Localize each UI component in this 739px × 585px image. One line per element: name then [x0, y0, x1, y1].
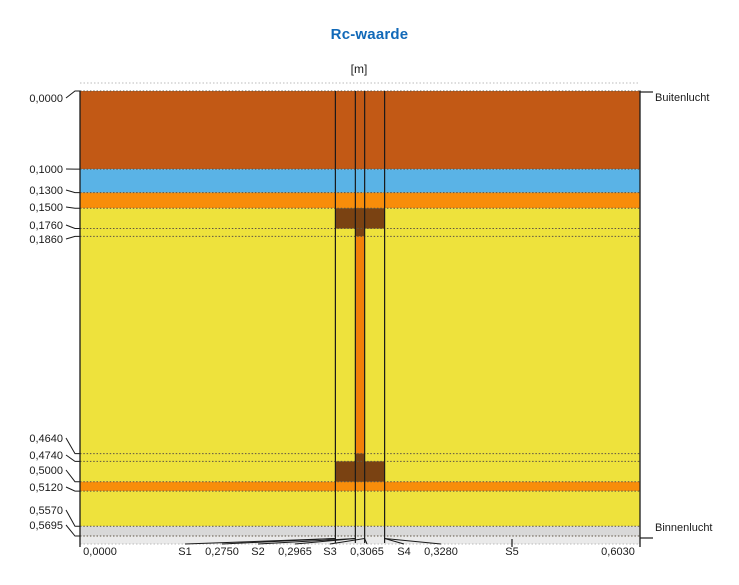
layer-layer-5: [80, 481, 640, 492]
depth-label: 0,0000: [29, 93, 63, 105]
depth-tick: [65, 235, 80, 240]
column-web: [355, 236, 365, 454]
page-title: Rc-waarde: [330, 26, 409, 43]
section-leader-line: [384, 538, 405, 545]
layer-layer-7: [80, 526, 640, 537]
depth-label: 0,4740: [29, 450, 63, 462]
interior-air-strip: [80, 536, 640, 544]
depth-tick: [65, 469, 80, 483]
depth-label: 0,5120: [29, 482, 63, 494]
section-leader-line: [221, 538, 336, 545]
depth-label: 0,1000: [29, 164, 63, 176]
depth-tick: [65, 524, 80, 537]
width-axis-label: 0,2750: [205, 546, 239, 558]
width-axis-label: 0,3280: [424, 546, 458, 558]
depth-label: 0,5695: [29, 520, 63, 532]
depth-label: 0,1500: [29, 202, 63, 214]
width-axis-label: 0,3065: [350, 546, 384, 558]
depth-label: 0,1860: [29, 234, 63, 246]
layer-layer-1: [80, 91, 640, 170]
unit-axis-label: [m]: [350, 62, 368, 76]
depth-label: 0,1300: [29, 185, 63, 197]
air-label: Buitenlucht: [655, 92, 709, 104]
layer-layer-6: [80, 491, 640, 527]
depth-tick: [65, 437, 80, 455]
section-leader-line: [329, 538, 365, 545]
depth-tick: [65, 90, 80, 99]
depth-tick: [65, 206, 80, 209]
layer-layer-2: [80, 169, 640, 193]
width-axis-label: S3: [323, 546, 336, 558]
column-flange-top-web: [355, 208, 365, 237]
depth-tick: [65, 224, 80, 230]
column-flange-bottom: [335, 461, 385, 482]
width-axis-label: 0,2965: [278, 546, 312, 558]
section-leader-line: [294, 538, 356, 545]
section-leader-line: [257, 538, 356, 545]
depth-label: 0,4640: [29, 433, 63, 445]
depth-label: 0,1760: [29, 220, 63, 232]
width-axis-label: S4: [397, 546, 410, 558]
width-axis-label: 0,0000: [83, 546, 117, 558]
depth-tick: [65, 486, 80, 492]
width-axis-label: S2: [251, 546, 264, 558]
width-axis-label: S5: [505, 546, 518, 558]
depth-label: 0,5570: [29, 505, 63, 517]
width-axis-label: S1: [178, 546, 191, 558]
section-leader-line: [364, 538, 368, 545]
depth-label: 0,5000: [29, 465, 63, 477]
air-label: Binnenlucht: [655, 522, 713, 534]
layer-layer-3: [80, 192, 640, 209]
section-leader-line: [384, 538, 442, 545]
depth-tick: [65, 509, 80, 527]
width-axis-label: 0,6030: [601, 546, 635, 558]
depth-tick: [65, 454, 80, 462]
depth-tick: [65, 189, 80, 194]
